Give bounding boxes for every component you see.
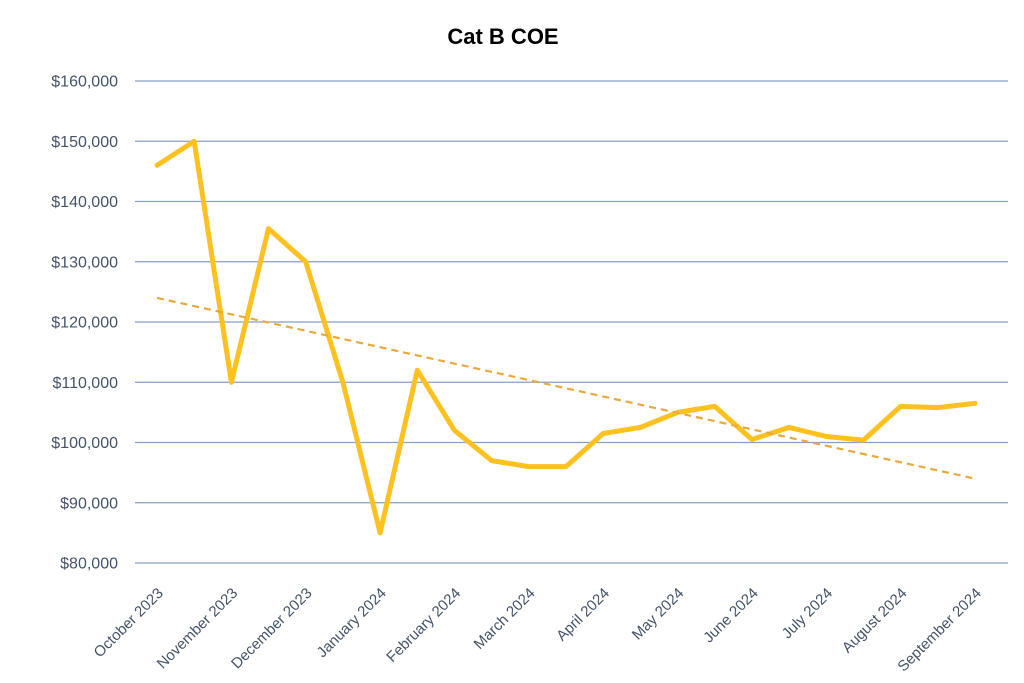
y-axis-tick-label: $100,000 [51,435,118,452]
y-axis-tick-label: $90,000 [60,495,118,512]
x-axis-tick-label: October 2023 [91,585,167,661]
y-axis-tick-label: $110,000 [52,375,118,392]
x-axis-tick-label: January 2024 [314,585,390,661]
trendline-group [156,296,976,480]
series-group [154,138,978,536]
x-axis-tick-label: December 2023 [228,585,315,672]
y-axis-tick-label: $140,000 [51,194,118,211]
gridlines-group [135,80,1008,564]
series-line [154,138,978,536]
x-axis-tick-label: March 2024 [471,585,539,653]
x-axis-tick-label: July 2024 [779,585,836,642]
x-axis-tick-label: August 2024 [839,585,911,657]
trendline [156,296,976,480]
x-axis-tick-label: April 2024 [553,585,613,645]
chart-title: Cat B COE [447,24,558,49]
y-axis-tick-label: $80,000 [60,556,118,573]
y-axis-tick-label: $150,000 [51,134,118,151]
x-axis-tick-label: May 2024 [629,585,688,644]
y-axis-tick-label: $160,000 [51,74,118,91]
x-axis-tick-label: June 2024 [700,585,762,647]
y-axis-tick-label: $120,000 [51,315,118,332]
y-axis-labels-group: $160,000 $150,000 $140,000 $130,000 $120,000… [51,74,118,573]
x-axis-tick-label: February 2024 [383,585,464,666]
y-axis-tick-label: $130,000 [51,254,118,271]
